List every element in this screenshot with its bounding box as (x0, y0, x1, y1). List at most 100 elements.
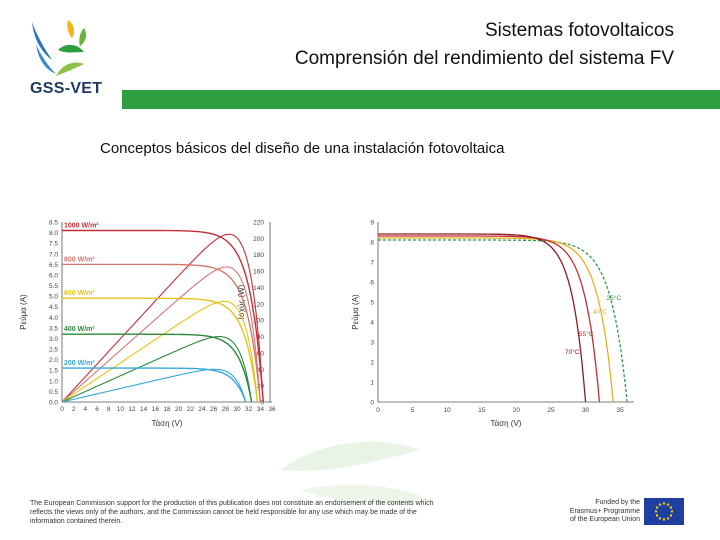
eu-star (654, 510, 658, 513)
y-tick-label: 8 (370, 240, 374, 247)
x-tick-label: 6 (95, 406, 99, 413)
y2-tick-label: 180 (253, 252, 264, 259)
y-tick-label: 0 (370, 400, 374, 407)
eu-star (662, 502, 666, 505)
eu-star (662, 518, 666, 521)
y-tick-label: 5.5 (49, 283, 58, 290)
temp-label-1: 40°C (593, 308, 608, 316)
x-tick-label: 34 (257, 406, 265, 413)
funded-line-2: Erasmus+ Programme (569, 507, 640, 515)
x-tick-label: 2 (72, 406, 76, 413)
x-tick-label: 20 (175, 406, 183, 413)
eu-star (655, 514, 659, 517)
y-tick-label: 3 (370, 340, 374, 347)
x-tick-label: 16 (152, 406, 160, 413)
eu-star (666, 517, 670, 520)
y-tick-label: 7 (370, 260, 374, 267)
y-tick-label: 4 (370, 320, 374, 327)
y-tick-label: 5 (370, 300, 374, 307)
iv-curve-4 (62, 367, 247, 403)
y-tick-label: 0.5 (49, 389, 58, 396)
x-tick-label: 28 (222, 406, 230, 413)
temp-curve-1 (378, 237, 614, 403)
y-tick-label: 8.0 (49, 230, 58, 237)
x-axis-label: Τάση (V) (152, 419, 183, 428)
y-tick-label: 6 (370, 280, 374, 287)
y-tick-label: 6.0 (49, 272, 58, 279)
y-tick-label: 2.0 (49, 357, 58, 364)
power-curve-1 (61, 266, 261, 403)
y2-tick-label: 20 (257, 383, 265, 390)
x-tick-label: 25 (547, 407, 555, 414)
y-tick-label: 1.5 (49, 368, 58, 375)
x-axis-label: Τάση (V) (491, 419, 522, 428)
x-tick-label: 10 (117, 406, 125, 413)
series-label-1: 800 W/m² (64, 256, 95, 263)
eu-star (658, 517, 662, 520)
y-tick-label: 2 (370, 360, 374, 367)
iv-curve-0 (62, 229, 264, 403)
x-tick-label: 15 (478, 407, 486, 414)
funded-line-1: Funded by the (595, 499, 640, 506)
x-tick-label: 5 (411, 407, 415, 414)
x-tick-label: 18 (163, 406, 171, 413)
iv-curve-2 (62, 297, 259, 403)
series-label-3: 400 W/m² (64, 326, 95, 333)
y2-tick-label: 80 (257, 334, 265, 341)
y-tick-label: 7.5 (49, 241, 58, 248)
eu-star (658, 503, 662, 506)
x-tick-label: 10 (444, 407, 452, 414)
series-label-0: 1000 W/m² (64, 222, 99, 229)
y2-tick-label: 100 (253, 318, 264, 325)
logo-text: GSS-VET (30, 80, 103, 97)
x-tick-label: 32 (245, 406, 253, 413)
y2-tick-label: 60 (257, 350, 265, 357)
y-axis-label: Ρεύμα (A) (19, 294, 28, 330)
y-tick-label: 7.0 (49, 251, 58, 258)
temperature-iv-chart: 0 1 2 3 4 5 6 7 8 9 0 5 10 15 20 25 30 35 Τάση (V) Ρεύμα (A… (351, 220, 634, 428)
iv-curve-1 (62, 263, 261, 403)
power-curve-4 (61, 368, 247, 403)
series-label-4: 200 W/m² (64, 360, 95, 367)
y2-tick-label: 120 (253, 301, 264, 308)
page-subtitle: Comprensión del rendimiento del sistema … (294, 48, 674, 69)
y-tick-label: 9 (370, 220, 374, 227)
temp-curve-2 (378, 235, 601, 403)
x-tick-label: 22 (187, 406, 195, 413)
funded-by-label: Funded by the Erasmus+ Programme of the … (570, 499, 640, 525)
x-tick-label: 36 (268, 406, 276, 413)
eu-star (669, 514, 673, 517)
irradiance-iv-chart: 0.0 0.5 1.0 1.5 2.0 2.5 3.0 3.5 4.0 4.5 5.0 5.5 6.0 6… (19, 220, 276, 429)
eu-star (669, 506, 673, 509)
x-tick-label: 20 (513, 407, 521, 414)
power-curve-3 (61, 335, 253, 403)
temp-curve-3 (378, 233, 587, 403)
y-tick-label: 8.5 (49, 220, 58, 227)
x-tick-label: 14 (140, 406, 148, 413)
temp-label-2: 55°C (579, 330, 594, 338)
y2-tick-label: 200 (253, 236, 264, 243)
y-tick-label: 2.5 (49, 347, 58, 354)
temp-label-3: 70°C (565, 348, 580, 356)
y-tick-label: 4.5 (49, 304, 58, 311)
x-tick-label: 30 (582, 407, 590, 414)
x-tick-label: 26 (210, 406, 218, 413)
x-tick-label: 12 (128, 406, 136, 413)
x-tick-label: 8 (107, 406, 111, 413)
y-tick-label: 1.0 (49, 378, 58, 385)
section-heading: Conceptos básicos del diseño de una inst… (100, 140, 505, 157)
temp-label-0: 25°C (607, 294, 622, 302)
y2-tick-label: 0 (260, 400, 264, 407)
eu-flag-icon (644, 498, 684, 525)
power-curve-0 (61, 233, 264, 403)
y-tick-label: 5.0 (49, 294, 58, 301)
eu-star (655, 506, 659, 509)
y-axis-label: Ρεύμα (A) (351, 294, 360, 330)
eu-star (670, 510, 674, 513)
eu-disclaimer: The European Commission support for the … (30, 500, 434, 525)
y2-axis-label: Ισχύς (W) (237, 284, 246, 319)
series-label-2: 600 W/m² (64, 290, 95, 297)
y-tick-label: 3.0 (49, 336, 58, 343)
y-tick-label: 1 (370, 380, 374, 387)
y-tick-label: 0.0 (49, 400, 58, 407)
